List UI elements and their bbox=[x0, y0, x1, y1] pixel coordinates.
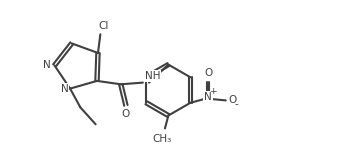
Text: O: O bbox=[122, 109, 130, 119]
Text: O: O bbox=[228, 95, 237, 105]
Text: CH₃: CH₃ bbox=[153, 134, 172, 143]
Text: +: + bbox=[209, 87, 216, 96]
Text: NH: NH bbox=[144, 71, 160, 81]
Text: O: O bbox=[204, 68, 212, 78]
Text: -: - bbox=[235, 100, 239, 109]
Text: N: N bbox=[61, 84, 68, 94]
Text: N: N bbox=[204, 92, 212, 102]
Text: Cl: Cl bbox=[98, 21, 108, 31]
Text: N: N bbox=[42, 60, 50, 70]
